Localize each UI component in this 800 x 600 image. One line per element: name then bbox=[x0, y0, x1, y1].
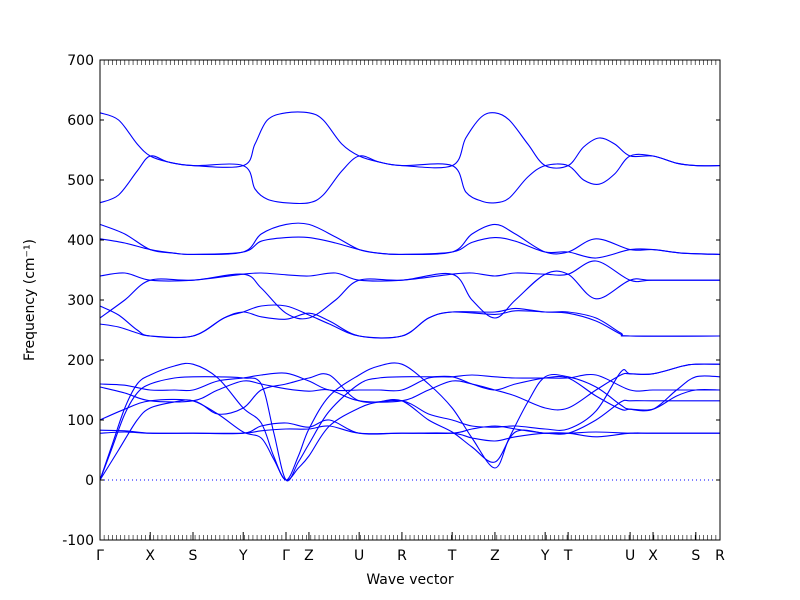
x-tick-label: U bbox=[625, 548, 635, 564]
x-tick-label: Z bbox=[304, 548, 314, 564]
x-tick-label: R bbox=[397, 548, 407, 564]
phonon-band bbox=[99, 363, 721, 431]
x-tick-label: Y bbox=[540, 548, 550, 564]
y-tick-label: 700 bbox=[67, 53, 94, 69]
y-tick-label: 600 bbox=[67, 113, 94, 129]
x-tick-label: S bbox=[691, 548, 700, 564]
x-tick-label: S bbox=[189, 548, 198, 564]
y-tick-label: 0 bbox=[85, 473, 94, 489]
phonon-band bbox=[99, 372, 720, 392]
x-tick-label: Z bbox=[490, 548, 500, 564]
x-axis-label: Wave vector bbox=[366, 572, 454, 588]
phonon-band bbox=[99, 153, 721, 205]
y-tick-label: 500 bbox=[67, 173, 94, 189]
x-tick-label: X bbox=[145, 548, 155, 564]
y-tick-label: 400 bbox=[67, 233, 94, 249]
phonon-band bbox=[99, 425, 720, 435]
phonon-band bbox=[99, 236, 721, 259]
phonon-band bbox=[99, 260, 720, 283]
plot-frame bbox=[99, 59, 721, 541]
x-tick-label: U bbox=[354, 548, 364, 564]
x-tick-label: Y bbox=[238, 548, 248, 564]
y-tick-label: 300 bbox=[67, 293, 94, 309]
x-tick-label: X bbox=[648, 548, 658, 564]
phonon-band bbox=[99, 419, 720, 442]
x-tick-label: T bbox=[447, 548, 457, 564]
phonon-band bbox=[99, 111, 721, 169]
x-minor-ticks bbox=[99, 60, 721, 540]
y-tick-label: -100 bbox=[62, 533, 94, 549]
x-tick-label: T bbox=[563, 548, 573, 564]
phonon-band bbox=[99, 304, 721, 339]
y-axis-label: Frequency (cm⁻¹) bbox=[22, 239, 38, 361]
phonon-band bbox=[99, 362, 721, 481]
x-tick-label: Γ bbox=[96, 548, 104, 564]
phonon-band bbox=[99, 310, 721, 339]
phonon-band bbox=[99, 375, 721, 482]
y-tick-label: 100 bbox=[67, 413, 94, 429]
phonon-band bbox=[99, 398, 720, 481]
x-tick-label: Γ bbox=[282, 548, 290, 564]
bands-layer bbox=[99, 111, 721, 482]
y-tick-label: 200 bbox=[67, 353, 94, 369]
phonon-band bbox=[99, 270, 720, 320]
x-tick-label: R bbox=[715, 548, 725, 564]
